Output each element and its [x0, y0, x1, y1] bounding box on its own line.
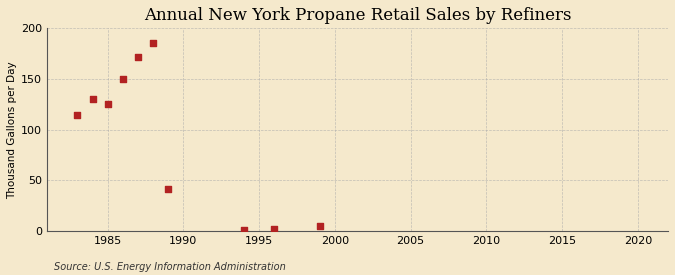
Point	[72, 112, 83, 117]
Point	[87, 97, 98, 101]
Title: Annual New York Propane Retail Sales by Refiners: Annual New York Propane Retail Sales by …	[144, 7, 571, 24]
Point	[163, 186, 173, 191]
Point	[269, 227, 279, 231]
Point	[103, 102, 113, 107]
Point	[117, 77, 128, 81]
Point	[132, 54, 143, 59]
Point	[238, 228, 249, 232]
Point	[315, 224, 325, 228]
Y-axis label: Thousand Gallons per Day: Thousand Gallons per Day	[7, 61, 17, 199]
Text: Source: U.S. Energy Information Administration: Source: U.S. Energy Information Administ…	[54, 262, 286, 272]
Point	[148, 41, 159, 46]
